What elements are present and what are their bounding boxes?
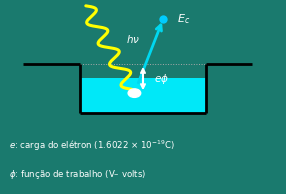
Polygon shape [80, 78, 206, 113]
Text: $E_c$: $E_c$ [177, 12, 190, 26]
Text: $\it{e}$: carga do elétron (1.6022 × 10$^{-19}$C): $\it{e}$: carga do elétron (1.6022 × 10$… [9, 138, 174, 153]
Text: $\it{\phi}$: função de trabalho (V– volts): $\it{\phi}$: função de trabalho (V– volt… [9, 168, 146, 181]
Text: $e\phi$: $e\phi$ [154, 72, 169, 86]
Text: $h\nu$: $h\nu$ [126, 33, 140, 45]
Circle shape [128, 89, 141, 97]
